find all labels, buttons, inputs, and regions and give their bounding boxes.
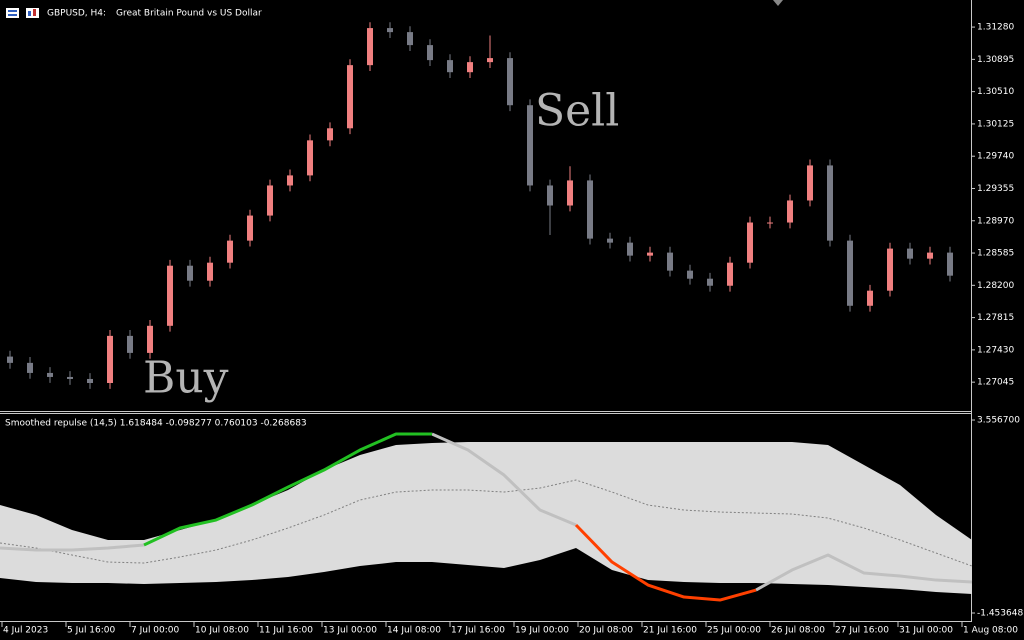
candle-body — [287, 175, 293, 186]
candle-body — [787, 200, 793, 223]
candle-body — [867, 290, 873, 306]
candle-body — [347, 65, 353, 129]
candle-body — [447, 60, 453, 73]
candle-body — [487, 58, 493, 63]
shift-marker — [773, 0, 783, 6]
candle-body — [667, 252, 673, 271]
y-tick-label: 1.29355 — [977, 184, 1014, 194]
candle-body — [7, 356, 13, 363]
symbol: GBPUSD, H4: — [47, 9, 106, 19]
candle-body — [507, 58, 513, 106]
candle-body — [407, 32, 413, 46]
candle-body — [127, 335, 133, 353]
x-tick-label: 10 Jul 08:00 — [195, 626, 249, 636]
candle-body — [567, 180, 573, 206]
x-tick-label: 5 Jul 16:00 — [67, 626, 116, 636]
candle-body — [547, 185, 553, 206]
annotation: Sell — [535, 86, 619, 137]
y-tick-label: 1.28200 — [977, 281, 1014, 291]
y-tick-label: 1.27430 — [977, 345, 1014, 355]
candle-body — [187, 265, 193, 281]
x-tick-label: 27 Jul 16:00 — [835, 626, 889, 636]
indicator-line — [0, 479, 973, 567]
x-tick-label: 31 Jul 00:00 — [899, 626, 953, 636]
y-tick-label: 1.30895 — [977, 55, 1014, 65]
x-tick-label: 13 Jul 00:00 — [323, 626, 377, 636]
candle-body — [887, 248, 893, 291]
candle-body — [707, 278, 713, 286]
y-tick-label: 1.30125 — [977, 119, 1014, 129]
candle-body — [107, 335, 113, 383]
candle-body — [767, 222, 773, 224]
x-tick-label: 11 Jul 16:00 — [259, 626, 313, 636]
x-tick-label: 19 Jul 00:00 — [515, 626, 569, 636]
candle-body — [267, 185, 273, 216]
candle-body — [587, 180, 593, 239]
candle-body — [907, 248, 913, 259]
candle-body — [87, 378, 93, 383]
candle-body — [847, 240, 853, 306]
y-tick-label: 3.556700 — [977, 416, 1020, 426]
candle-body — [387, 28, 393, 33]
y-tick-label: 1.28970 — [977, 216, 1014, 226]
x-tick-label: 25 Jul 00:00 — [707, 626, 761, 636]
y-tick-label: 1.27045 — [977, 378, 1014, 388]
candle-body — [927, 252, 933, 259]
candle-body — [427, 45, 433, 61]
x-tick-label: 21 Jul 16:00 — [643, 626, 697, 636]
candle-body — [67, 376, 73, 379]
candle-body — [207, 262, 213, 281]
indicator-title: Smoothed repulse (14,5) 1.618484 -0.0982… — [5, 419, 307, 429]
x-tick-label: 4 Jul 2023 — [3, 626, 48, 636]
candle-body — [147, 325, 153, 353]
candle-body — [307, 140, 313, 176]
candle-body — [467, 62, 473, 73]
y-tick-label: 1.28585 — [977, 249, 1014, 259]
candle-body — [827, 165, 833, 241]
indicator-line — [0, 432, 973, 592]
annotation: Buy — [143, 353, 229, 404]
candle-body — [47, 372, 53, 377]
x-tick-label: 14 Jul 08:00 — [387, 626, 441, 636]
y-tick-label: 1.31280 — [977, 23, 1014, 33]
candle-body — [27, 362, 33, 373]
x-tick-label: 26 Jul 08:00 — [771, 626, 825, 636]
symbol-icon — [6, 8, 39, 18]
y-tick-label: 1.30510 — [977, 87, 1014, 97]
x-tick-label: 17 Jul 16:00 — [451, 626, 505, 636]
band-area — [0, 442, 972, 595]
candle-body — [327, 128, 333, 141]
candle-body — [947, 252, 953, 276]
symbol-description: Great Britain Pound vs US Dollar — [116, 9, 262, 19]
x-tick-label: 1 Aug 08:00 — [963, 626, 1018, 636]
candle-body — [247, 215, 253, 241]
candle-body — [807, 165, 813, 201]
candle-body — [627, 242, 633, 256]
y-tick-label: 1.29740 — [977, 152, 1014, 162]
candle-body — [647, 252, 653, 256]
indicator-line — [143, 432, 432, 547]
y-tick-label: 1.27815 — [977, 313, 1014, 323]
x-tick-label: 7 Jul 00:00 — [131, 626, 180, 636]
candle-body — [747, 222, 753, 263]
candle-body — [527, 105, 533, 186]
candle-body — [607, 238, 613, 243]
candle-body — [167, 265, 173, 326]
y-tick-label: -1.453648 — [977, 609, 1023, 619]
candle-body — [687, 270, 693, 279]
candle-body — [227, 240, 233, 263]
candle-body — [367, 28, 373, 66]
indicator-line — [574, 523, 757, 602]
x-tick-label: 20 Jul 08:00 — [579, 626, 633, 636]
candle-body — [727, 262, 733, 286]
